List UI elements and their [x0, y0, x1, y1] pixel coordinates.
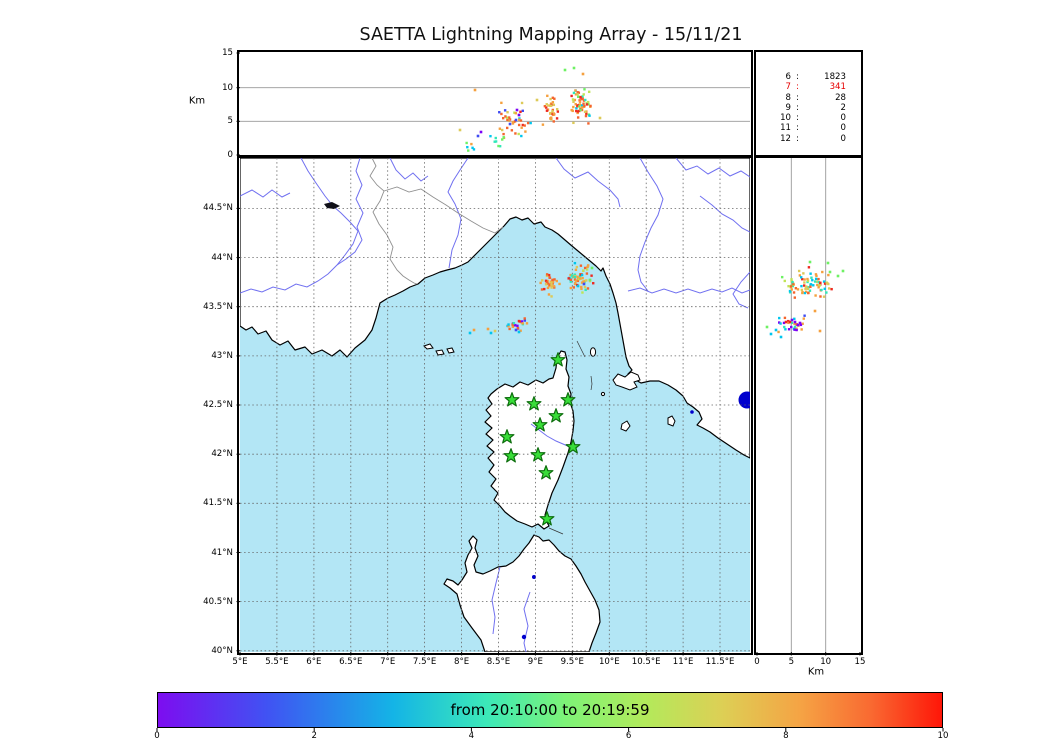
tick-label: 42.5°N — [203, 400, 233, 410]
tick-label: 15 — [222, 48, 233, 58]
page-title: SAETTA Lightning Mapping Array - 15/11/2… — [359, 25, 743, 45]
tick-label: 6°E — [306, 657, 322, 667]
tick-label: 9°E — [527, 657, 543, 667]
tick-label: 11.5°E — [705, 657, 735, 667]
tick-label: 5.5°E — [265, 657, 289, 667]
tick-label: 10.5°E — [631, 657, 661, 667]
tick-label: 43.5°N — [203, 301, 233, 312]
lma-station-stars — [499, 352, 581, 526]
tick-label: 11°E — [672, 657, 694, 667]
station-count-row: 7:341 — [785, 82, 846, 93]
tick-label: 8.5°E — [486, 657, 511, 667]
tick-label: 40.5°N — [203, 596, 233, 607]
station-count-row: 11:0 — [780, 123, 846, 134]
tick-label: 10°E — [598, 657, 620, 667]
sea-line-features — [548, 340, 593, 535]
lightning-scatter-top — [458, 66, 602, 152]
map-panel — [240, 158, 750, 652]
sardinia — [443, 534, 601, 652]
tick-label: 0 — [754, 657, 760, 667]
rivers — [240, 158, 750, 652]
tick-label: 40°N — [211, 645, 233, 656]
altitude-latitude-panel — [757, 158, 860, 652]
tick-label: 42°N — [211, 449, 233, 460]
altitude-longitude-panel — [240, 53, 750, 155]
country-borders — [369, 158, 504, 285]
station-count-row: 8:28 — [785, 92, 846, 103]
tick-label: 0 — [154, 731, 160, 741]
station-count-row: 6:1823 — [785, 72, 846, 82]
tick-label: 8°E — [453, 657, 470, 667]
tick-label: 5 — [227, 116, 233, 127]
tick-label: 43°N — [211, 350, 233, 361]
tick-label: 10 — [820, 657, 832, 667]
tick-label: 4 — [468, 731, 475, 741]
top-panel-ylabel: Km — [188, 95, 206, 107]
tick-label: 5°E — [232, 657, 248, 667]
station-count-row: 12:0 — [780, 133, 846, 144]
tick-label: 41.5°N — [203, 498, 233, 509]
station-count-row: 9:2 — [785, 102, 846, 113]
tick-label: 9.5°E — [560, 657, 584, 667]
lightning-scatter-right — [765, 260, 845, 339]
tick-label: 10 — [222, 82, 233, 93]
tick-label: 6 — [625, 731, 632, 741]
mainland-coast — [240, 158, 750, 459]
lakes — [324, 202, 750, 640]
tick-label: 5 — [788, 657, 795, 667]
tick-label: 44°N — [211, 252, 233, 263]
tick-label: 2 — [311, 731, 317, 741]
tick-label: 15 — [854, 657, 866, 667]
tick-label: 8 — [783, 731, 789, 741]
tick-label: 41°N — [211, 547, 233, 558]
tick-label: 10 — [937, 731, 949, 741]
tick-label: 0 — [227, 150, 233, 160]
small-islands — [423, 343, 676, 432]
tick-label: 7.5°E — [412, 657, 437, 667]
station-count-box: 6:1823 7:341 8:28 9:2 10:0 11:0 12:0 — [757, 53, 860, 155]
tick-label: 44.5°N — [203, 203, 233, 214]
tick-label: 6.5°E — [339, 657, 363, 667]
tick-label: 7°E — [380, 657, 396, 667]
lightning-scatter-map — [468, 261, 595, 335]
time-colorbar — [157, 692, 943, 728]
station-count-row: 10:0 — [780, 113, 846, 124]
right-panel-xlabel: Km — [807, 666, 825, 678]
